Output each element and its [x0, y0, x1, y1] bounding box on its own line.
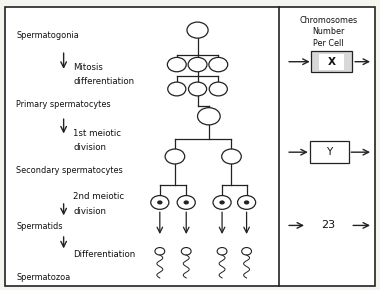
Circle shape [177, 195, 195, 209]
Text: Chromosomes: Chromosomes [299, 16, 358, 25]
Text: Number: Number [312, 27, 345, 36]
Text: division: division [73, 143, 106, 152]
Circle shape [188, 57, 207, 72]
Circle shape [209, 57, 228, 72]
Text: Per Cell: Per Cell [314, 39, 344, 48]
Circle shape [219, 200, 225, 204]
Circle shape [155, 248, 165, 255]
Circle shape [213, 195, 231, 209]
Circle shape [184, 200, 189, 204]
Circle shape [217, 248, 227, 255]
Text: Spermatids: Spermatids [16, 222, 63, 231]
Circle shape [198, 108, 220, 125]
Text: Spermatogonia: Spermatogonia [16, 31, 79, 40]
Text: 23: 23 [321, 220, 336, 231]
Text: Mitosis: Mitosis [73, 63, 103, 72]
Bar [319, 54, 344, 70]
Text: 1st meiotic: 1st meiotic [73, 129, 121, 138]
Text: Secondary spermatocytes: Secondary spermatocytes [16, 166, 123, 175]
Text: Differentiation: Differentiation [73, 250, 135, 259]
Text: Spermatozoa: Spermatozoa [16, 273, 71, 282]
Text: X: X [328, 57, 336, 67]
Circle shape [187, 22, 208, 38]
Circle shape [181, 248, 191, 255]
Text: differentiation: differentiation [73, 77, 134, 86]
Text: 2nd meiotic: 2nd meiotic [73, 192, 124, 201]
Circle shape [151, 195, 169, 209]
Circle shape [168, 82, 186, 96]
Circle shape [157, 200, 163, 204]
Circle shape [244, 200, 249, 204]
Circle shape [167, 57, 186, 72]
Circle shape [222, 149, 241, 164]
Circle shape [209, 82, 227, 96]
Circle shape [242, 248, 252, 255]
Bar [311, 51, 352, 72]
Circle shape [238, 195, 256, 209]
Circle shape [165, 149, 185, 164]
Circle shape [188, 82, 207, 96]
Bar [310, 141, 349, 163]
Text: Y: Y [326, 147, 332, 157]
Text: division: division [73, 206, 106, 215]
Text: Primary spermatocytes: Primary spermatocytes [16, 100, 111, 109]
